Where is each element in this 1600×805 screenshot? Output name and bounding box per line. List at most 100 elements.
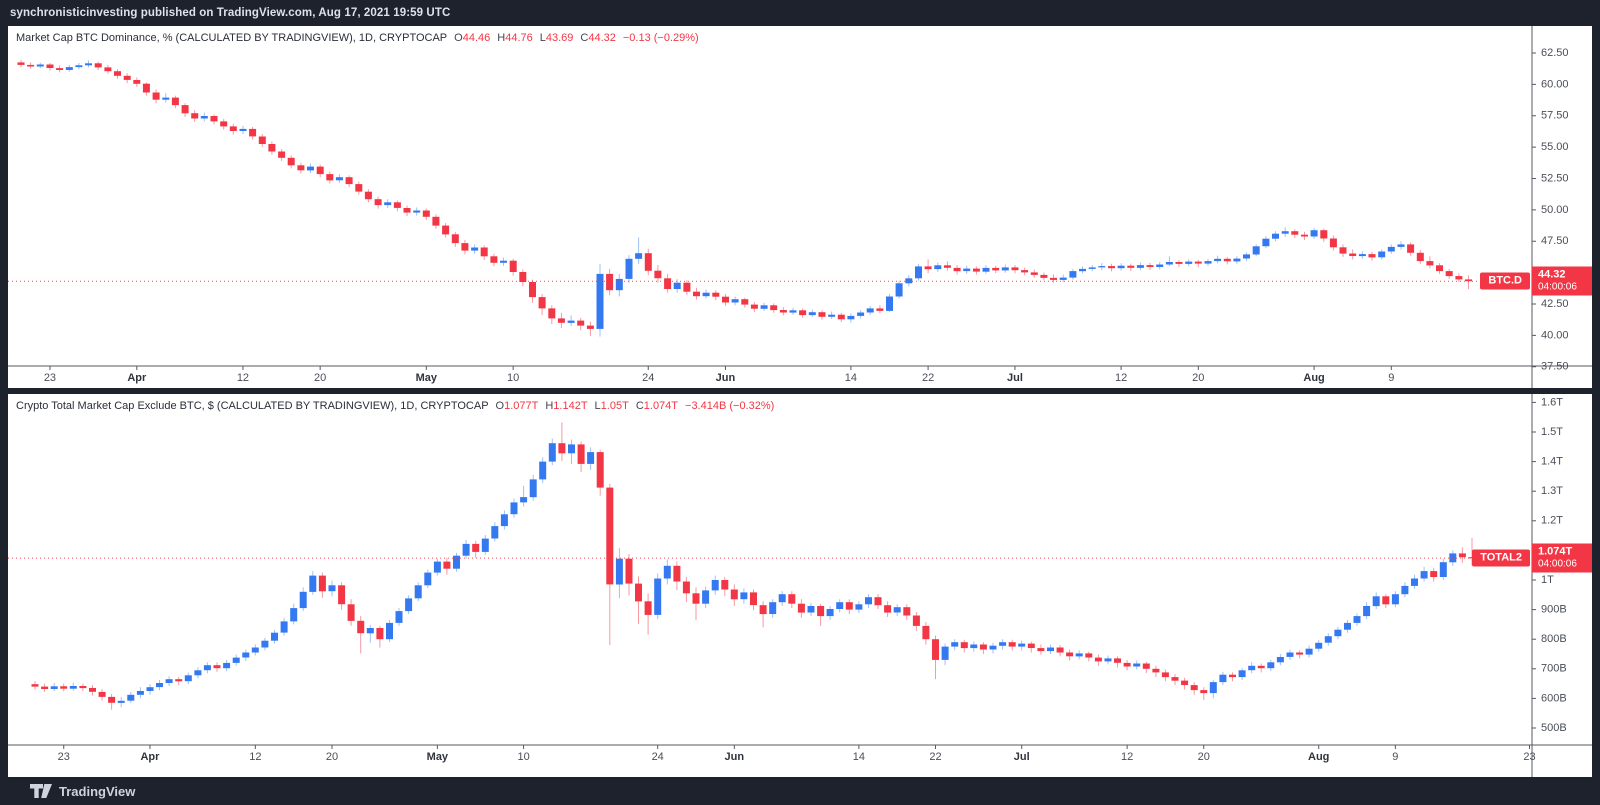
candle-body: [1248, 665, 1256, 671]
y-tick-label: 40.00: [1541, 329, 1569, 341]
legend-ohlc-key: O: [495, 400, 505, 412]
candle-body: [249, 128, 257, 137]
candle-body: [1152, 668, 1160, 673]
candle-body: [673, 282, 681, 289]
tradingview-brand-link[interactable]: TradingView: [30, 784, 135, 799]
candle-body: [1368, 254, 1376, 258]
candle-body: [316, 166, 324, 175]
btc-dominance-pane[interactable]: 62.5060.0057.5055.0052.5050.0047.5045.00…: [8, 26, 1592, 388]
total2-legend[interactable]: Crypto Total Market Cap Exclude BTC, $ (…: [16, 400, 774, 412]
x-tick-label: Aug: [1303, 372, 1324, 384]
btc-dominance-chart-canvas[interactable]: 62.5060.0057.5055.0052.5050.0047.5045.00…: [8, 26, 1592, 388]
candle-body: [1276, 657, 1284, 663]
legend-ohlc-value: 44.32: [588, 32, 616, 44]
btc-dominance-axis-price-badge: 44.32 04:00:06: [1532, 266, 1592, 296]
candle-body: [760, 305, 768, 309]
candle-body: [50, 686, 58, 689]
candle-body: [1430, 571, 1438, 577]
candle-body: [750, 592, 757, 606]
candle-body: [443, 561, 451, 569]
candle-body: [433, 561, 441, 573]
candle-body: [203, 665, 211, 671]
candle-body: [682, 581, 690, 594]
candle-body: [615, 278, 623, 291]
candle-body: [442, 225, 450, 235]
candle-body: [1344, 622, 1351, 630]
last-price-label: 44.32: [1538, 268, 1566, 281]
candle-body: [1219, 674, 1227, 683]
candle-body: [1085, 653, 1093, 658]
btc-dominance-legend[interactable]: Market Cap BTC Dominance, % (CALCULATED …: [16, 32, 699, 44]
legend-ohlc-values: O44.46 H44.76 L43.69 C44.32: [447, 32, 616, 44]
x-tick-label: 24: [642, 372, 654, 384]
total2-pane[interactable]: 1.6T1.5T1.4T1.3T1.2T1.1T1T900B800B700B60…: [8, 394, 1592, 777]
candle-body: [299, 591, 307, 609]
candle-wick: [369, 625, 371, 643]
y-tick-label: 37.50: [1541, 361, 1569, 373]
candle-body: [644, 601, 652, 615]
candle-body: [1030, 272, 1038, 275]
candle-body: [1021, 270, 1029, 273]
candle-body: [318, 575, 326, 592]
y-tick-label: 1.5T: [1541, 426, 1563, 438]
x-tick-label: May: [416, 372, 438, 384]
candle-body: [114, 71, 121, 76]
candle-body: [229, 126, 237, 131]
candle-wick: [1203, 687, 1205, 700]
candle-body: [376, 628, 384, 640]
candle-body: [1391, 594, 1399, 605]
candle-body: [1165, 262, 1173, 265]
candle-body: [953, 267, 961, 272]
candle-body: [1114, 658, 1121, 663]
candle-body: [414, 585, 422, 599]
candle-body: [693, 291, 700, 297]
y-tick-label: 50.00: [1541, 204, 1569, 216]
candle-body: [108, 696, 116, 703]
candle-body: [56, 68, 64, 70]
candle-body: [673, 565, 681, 582]
candle-body: [338, 585, 346, 605]
candle-body: [500, 514, 508, 527]
total2-chart-canvas[interactable]: 1.6T1.5T1.4T1.3T1.2T1.1T1T900B800B700B60…: [8, 394, 1592, 777]
candle-body: [915, 266, 922, 279]
candle-body: [740, 592, 748, 600]
candle-body: [741, 299, 749, 305]
candle-body: [1363, 606, 1371, 617]
candle-body: [232, 657, 240, 663]
x-tick-label: 22: [922, 372, 934, 384]
candle-body: [1407, 244, 1415, 253]
candle-body: [31, 684, 39, 687]
x-tick-label: 10: [507, 372, 519, 384]
candle-body: [364, 191, 372, 200]
legend-title: Market Cap BTC Dominance, % (CALCULATED …: [16, 32, 448, 44]
candle-body: [1171, 677, 1179, 681]
candle-body: [635, 583, 642, 602]
candle-body: [1050, 277, 1057, 280]
candle-body: [1175, 262, 1183, 264]
candle-body: [1349, 253, 1357, 256]
legend-ohlc-key: L: [594, 400, 601, 412]
candle-body: [999, 642, 1007, 646]
legend-ohlc-value: 1.077T: [504, 400, 539, 412]
y-tick-label: 47.50: [1541, 235, 1569, 247]
candle-wick: [638, 237, 640, 264]
candle-body: [1324, 636, 1332, 643]
candle-body: [818, 312, 826, 317]
candle-wick: [927, 259, 929, 274]
legend-ohlc-value: 44.76: [505, 32, 533, 44]
candle-body: [65, 67, 73, 70]
y-tick-label: 52.50: [1541, 172, 1569, 184]
candle-body: [606, 487, 614, 585]
candle-body: [1387, 246, 1395, 252]
candle-body: [165, 679, 173, 683]
last-price-label: 1.074T: [1538, 545, 1573, 558]
candle-body: [335, 177, 343, 181]
candle-body: [432, 216, 440, 226]
candle-body: [1181, 680, 1189, 685]
candle-body: [750, 304, 758, 309]
candle-body: [290, 608, 298, 622]
legend-ohlc-value: 43.69: [545, 32, 574, 44]
legend-ohlc-key: L: [539, 32, 546, 44]
candle-body: [982, 267, 990, 272]
candle-body: [386, 622, 393, 640]
